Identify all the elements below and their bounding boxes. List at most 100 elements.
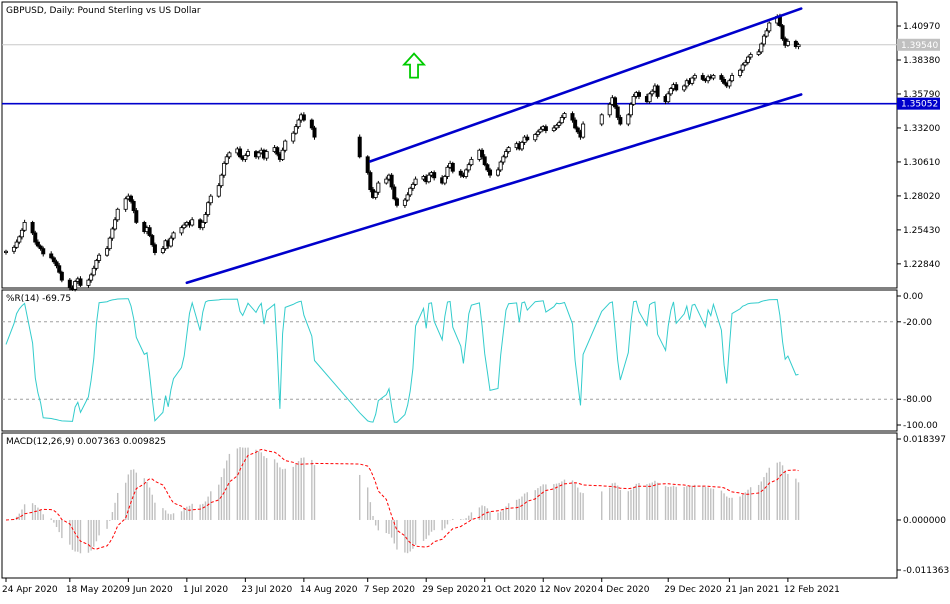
candle-body-bull bbox=[11, 246, 16, 252]
candle-body-bull bbox=[203, 214, 208, 223]
candle-body-bull bbox=[442, 176, 447, 184]
candle-body-bear bbox=[152, 244, 157, 253]
candle bbox=[503, 148, 508, 159]
candle bbox=[599, 113, 604, 127]
candle-body-bull bbox=[222, 162, 227, 176]
candle-body-bull bbox=[668, 88, 673, 95]
x-tick-label: 1 Jul 2020 bbox=[183, 585, 228, 595]
candle-body-bear bbox=[615, 106, 620, 118]
candle bbox=[631, 93, 636, 106]
candle-body-bull bbox=[690, 77, 695, 84]
candle-body-bull bbox=[628, 103, 633, 116]
williams-r-line bbox=[5, 298, 799, 423]
candle bbox=[533, 132, 538, 142]
candle bbox=[458, 169, 463, 178]
williams-r-panel[interactable] bbox=[1, 289, 898, 432]
candle-body-bull bbox=[743, 61, 748, 66]
candle-body-bull bbox=[246, 151, 251, 156]
candle bbox=[171, 231, 176, 241]
candle-body-bull bbox=[86, 279, 91, 286]
macd-tick-label: -0.011363 bbox=[903, 566, 949, 576]
candle bbox=[293, 124, 298, 135]
candle-body-bull bbox=[551, 127, 556, 131]
candle-body-bull bbox=[4, 250, 9, 253]
candle-body-bull bbox=[107, 237, 112, 250]
candle-body-bull bbox=[682, 85, 687, 91]
candle-body-bear bbox=[59, 271, 64, 281]
candle bbox=[219, 173, 224, 188]
candle bbox=[49, 251, 54, 260]
candle bbox=[283, 139, 288, 153]
candle bbox=[538, 126, 543, 134]
candle bbox=[123, 196, 128, 212]
candle bbox=[482, 154, 487, 167]
candle-body-bull bbox=[413, 178, 418, 185]
candle bbox=[78, 276, 83, 287]
candle bbox=[719, 73, 724, 83]
x-tick-label: 18 May 2020 bbox=[66, 585, 125, 595]
candle bbox=[365, 155, 370, 175]
candle bbox=[666, 91, 671, 104]
candle-body-bear bbox=[618, 117, 623, 125]
x-tick-label: 14 Aug 2020 bbox=[300, 585, 358, 595]
price-chart-title: GBPUSD, Daily: Pound Sterling vs US Doll… bbox=[6, 6, 201, 16]
candle-body-bear bbox=[78, 278, 83, 286]
candle bbox=[519, 140, 524, 152]
candle bbox=[746, 55, 751, 65]
candle-body-bear bbox=[238, 148, 243, 158]
candle-body-bull bbox=[506, 147, 511, 152]
candle-body-bull bbox=[759, 43, 764, 53]
candle-body-bear bbox=[432, 172, 437, 179]
candle bbox=[357, 134, 362, 159]
candle-body-bull bbox=[562, 113, 567, 118]
price-tick-label: 1.33200 bbox=[903, 124, 940, 134]
candle bbox=[488, 167, 493, 178]
candle-body-bull bbox=[113, 219, 118, 230]
candle bbox=[655, 84, 660, 99]
candle-body-bull bbox=[426, 174, 431, 183]
candle bbox=[264, 149, 269, 161]
candle bbox=[131, 199, 136, 214]
candle bbox=[551, 125, 556, 133]
candle-body-bear bbox=[142, 222, 147, 232]
trend-line-channel-upper bbox=[369, 7, 803, 163]
candle bbox=[394, 197, 399, 208]
candle bbox=[793, 39, 798, 49]
candle bbox=[243, 153, 248, 163]
macd-tick-label: 0.000000 bbox=[903, 516, 946, 526]
candle bbox=[581, 121, 586, 139]
candle bbox=[796, 42, 801, 50]
candle-body-bull bbox=[123, 198, 128, 210]
candle-body-bear bbox=[49, 253, 54, 259]
candle-body-bear bbox=[655, 85, 660, 97]
candle-body-bull bbox=[501, 156, 506, 163]
candle bbox=[238, 146, 243, 159]
candle-body-bull bbox=[283, 140, 288, 151]
wr-tick-label: -80.00 bbox=[903, 395, 932, 405]
candle-body-bull bbox=[706, 76, 711, 82]
candle bbox=[498, 160, 503, 173]
candle bbox=[206, 201, 211, 217]
candle bbox=[67, 278, 72, 291]
candle bbox=[147, 225, 152, 238]
candle bbox=[51, 256, 56, 264]
candle-body-bull bbox=[469, 159, 474, 166]
candle bbox=[711, 73, 716, 81]
candle-body-bear bbox=[488, 169, 493, 176]
candle-body-bull bbox=[796, 44, 801, 48]
candle bbox=[59, 270, 64, 283]
price-tick-label: 1.28020 bbox=[903, 192, 940, 202]
candle bbox=[480, 148, 485, 160]
candle-body-bull bbox=[581, 123, 586, 138]
candle bbox=[501, 154, 506, 165]
candle bbox=[668, 87, 673, 96]
candle-body-bull bbox=[647, 93, 652, 103]
candle-body-bull bbox=[179, 227, 184, 234]
candle-body-bull bbox=[291, 132, 296, 142]
candle-body-bear bbox=[485, 164, 490, 171]
candle-body-bear bbox=[309, 119, 314, 129]
candle bbox=[110, 226, 115, 241]
candle bbox=[105, 246, 110, 257]
